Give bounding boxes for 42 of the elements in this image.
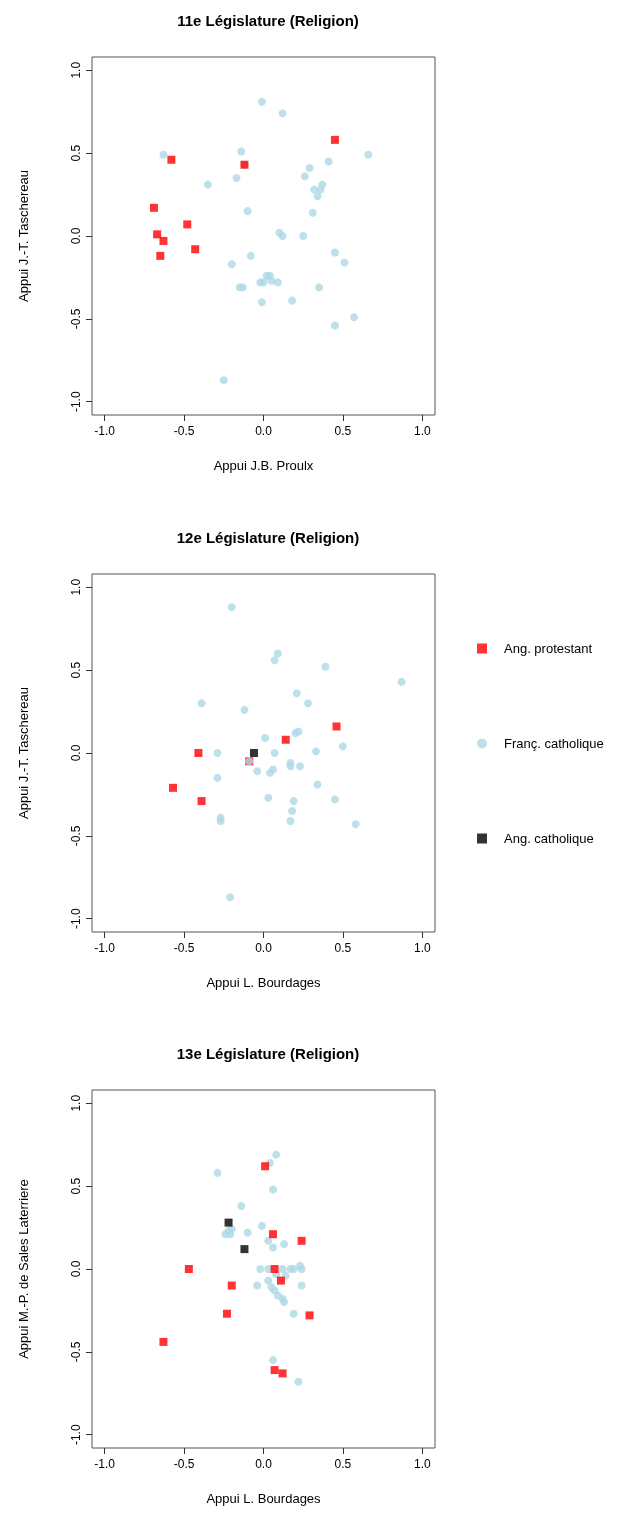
x-axis-title: Appui L. Bourdages (206, 1491, 322, 1506)
x-tick-label: 0.0 (255, 1457, 273, 1471)
y-tick-label: 0.5 (69, 1177, 83, 1195)
chart-title: 12e Législature (Religion) (176, 529, 360, 546)
y-tick-label: 1.0 (69, 1094, 83, 1112)
x-axis-title: Appui L. Bourdages (206, 975, 322, 990)
y-tick-label: 0.0 (69, 744, 83, 762)
x-tick-label: -0.5 (173, 424, 195, 438)
y-tick-label: 0.5 (69, 661, 83, 679)
y-axis-title: Appui J.-T. Taschereau (16, 170, 31, 302)
y-tick-label: 0.0 (69, 1260, 83, 1278)
y-tick-label: -0.5 (69, 308, 83, 330)
x-tick-label: -0.5 (173, 941, 195, 955)
x-tick-label: -1.0 (94, 1457, 116, 1471)
legend-label: Ang. protestant (504, 641, 593, 656)
x-tick-label: 0.0 (255, 424, 273, 438)
x-tick-label: -0.5 (173, 1457, 195, 1471)
x-tick-label: 1.0 (413, 1457, 431, 1471)
chart-title: 11e Législature (Religion) (177, 12, 359, 29)
y-tick-label: -1.0 (69, 391, 83, 413)
y-tick-label: -1.0 (69, 908, 83, 930)
y-tick-label: 1.0 (69, 61, 83, 79)
x-tick-label: 1.0 (413, 941, 431, 955)
legend-label: Ang. catholique (504, 831, 594, 846)
y-axis-title: Appui M.-P. de Sales Laterriere (16, 1179, 31, 1359)
x-tick-label: -1.0 (94, 424, 116, 438)
y-tick-label: 1.0 (69, 578, 83, 596)
x-tick-label: 0.0 (255, 941, 273, 955)
chart-title: 13e Législature (Religion) (176, 1045, 360, 1062)
y-tick-label: -0.5 (69, 825, 83, 847)
y-axis-title: Appui J.-T. Taschereau (16, 687, 31, 819)
x-tick-label: 0.5 (334, 1457, 352, 1471)
y-tick-label: -0.5 (69, 1341, 83, 1363)
legend-label: Franç. catholique (504, 736, 604, 751)
x-tick-label: 1.0 (413, 424, 431, 438)
y-tick-label: 0.5 (69, 144, 83, 162)
x-tick-label: -1.0 (94, 941, 116, 955)
x-axis-title: Appui J.B. Proulx (213, 458, 314, 473)
y-tick-label: -1.0 (69, 1424, 83, 1446)
x-tick-label: 0.5 (334, 424, 352, 438)
y-tick-label: 0.0 (69, 227, 83, 245)
x-tick-label: 0.5 (334, 941, 352, 955)
